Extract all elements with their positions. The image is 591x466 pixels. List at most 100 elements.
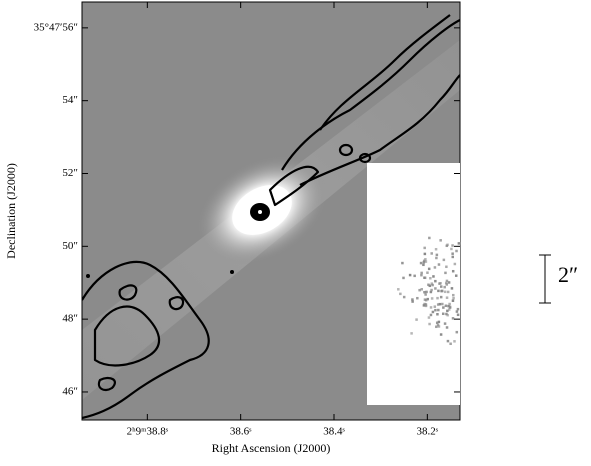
inset-point [434,279,437,283]
inset-point [411,298,414,301]
inset-point [443,290,447,294]
inset-point [434,308,437,312]
inset-point [446,339,450,343]
inset-point [437,263,441,266]
inset-point [437,289,440,293]
x-tick-label: 38.4ˢ [323,426,345,438]
inset-point [408,273,412,277]
inset-point [449,342,452,346]
inset-point [431,283,434,287]
inset-point [453,262,457,266]
inset-point [429,306,433,309]
inset-point [436,323,440,327]
inset-point [445,326,449,329]
inset-point [451,255,454,259]
inset-point [422,259,426,263]
inset-point [446,290,450,294]
inset-point [436,296,439,300]
inset-point [429,290,433,294]
inset-point [416,296,419,300]
inset-point [445,279,449,283]
y-tick-label: 46″ [62,385,78,397]
inset-point [444,281,448,285]
inset-point [397,288,400,291]
inset-point [451,269,455,273]
inset-point [431,310,435,314]
inset [367,163,460,405]
inset-point [455,249,458,253]
inset-point [435,321,439,325]
inset-point [428,284,432,288]
inset-point [434,247,438,251]
inset-point [433,305,437,308]
inset-point [442,258,446,262]
y-tick-label: 52″ [62,167,78,179]
inset-point [450,287,454,290]
inset-point [455,310,459,313]
x-tick-label: 38.2ˢ [417,426,439,438]
inset-point [419,261,423,265]
inset-point [426,297,429,301]
inset-point [445,296,449,299]
y-tick-label: 35°47′56″ [34,21,78,33]
inset-point [439,239,442,242]
inset-point [424,260,428,263]
inset-point [444,271,447,275]
inset-point [418,288,421,292]
inset-point [427,267,431,271]
inset-point [437,320,441,324]
inset-point [451,299,455,302]
inset-point [453,340,456,343]
inset-point [430,297,434,300]
inset-point [447,304,450,308]
inset-point [423,252,427,256]
y-tick-label: 54″ [62,94,78,106]
x-tick-label: 38.6ˢ [230,426,252,438]
inset-point [423,246,426,250]
inset-point [410,332,413,335]
inset-point [424,303,428,306]
inset-point [427,316,431,319]
inset-point [455,330,459,334]
y-axis-title: Declination (J2000) [4,163,18,259]
inset-point [452,293,455,297]
inset-point [402,295,406,299]
inset-point [433,266,437,269]
inset-point [427,283,430,287]
inset-point [399,292,402,296]
inset-point [438,302,442,306]
inset-point [457,242,461,245]
inset-point [442,306,445,309]
inset-point [441,289,444,293]
inset-point [448,302,451,306]
inset-point [424,293,427,296]
inset-points [397,236,461,346]
inset-point [424,298,428,302]
inset-point [435,256,438,260]
inset-point [429,313,433,317]
inset-point [440,285,443,288]
inset-point [437,308,440,312]
y-tick-label: 48″ [62,313,78,325]
inset-point [425,290,428,294]
inset-point [447,281,451,284]
inset-point [422,263,425,267]
inset-point [447,308,451,311]
inset-point [428,322,431,326]
inset-point [444,304,448,308]
inset-point [430,252,433,255]
inset-point [446,313,449,317]
inset-point [451,252,454,255]
inset-point [402,276,405,280]
inset-point [439,333,443,336]
inset-point [434,287,437,290]
inset-point [424,304,428,308]
inset-point [423,302,426,306]
inset-point [436,303,440,306]
inset-point [450,247,453,251]
inset-point [446,309,449,313]
inset-point [429,276,432,280]
x-axis-title: Right Ascension (J2000) [212,441,331,455]
inset-point [436,313,439,316]
inset-point [428,236,431,240]
